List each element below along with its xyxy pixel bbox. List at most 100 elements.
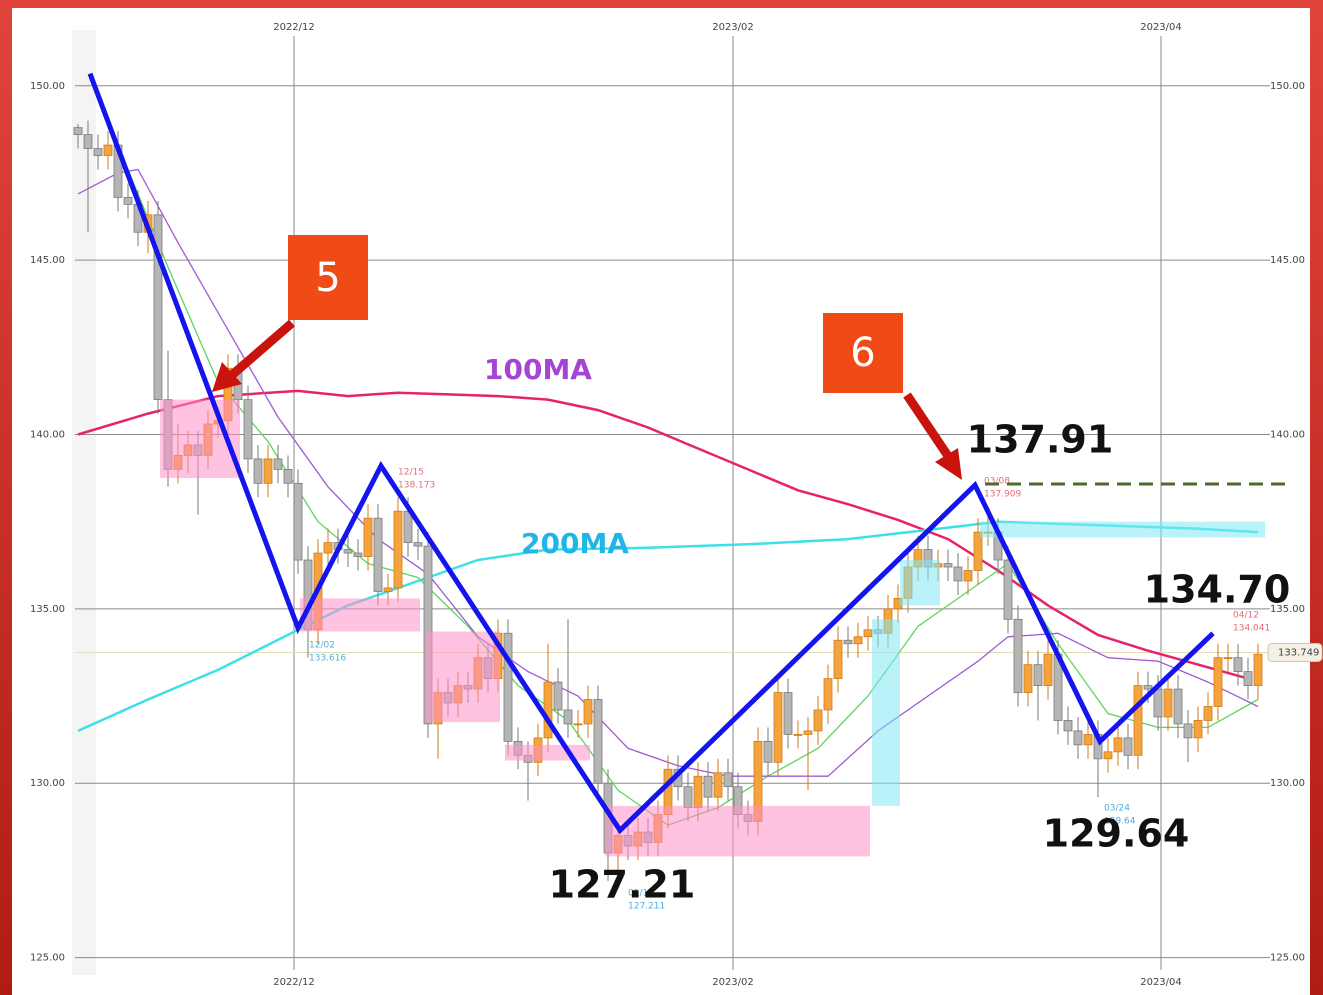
candle-body [503,632,513,742]
candle-body [1213,657,1223,707]
candle-body [1153,688,1163,718]
candle-body [783,692,793,735]
candle-body [713,772,723,798]
candle-body [803,730,813,735]
candle-body [1223,657,1233,660]
y-tick-label-right: 135.00 [1270,604,1305,615]
marker-date: 01/16 [628,889,654,899]
x-tick-label: 2022/12 [273,977,315,988]
callout-label: 5 [315,255,340,301]
candle-body [543,681,553,739]
zone [505,744,590,761]
arrow-head [935,448,962,480]
candle-body [693,775,703,809]
candle-body [343,549,353,554]
candle-body [583,699,593,725]
candle-body [413,542,423,547]
candle-body [383,587,393,592]
marker-price: 129.64 [1104,817,1136,827]
candle-body [843,639,853,645]
last-price-label: 133.749 [1278,647,1319,658]
y-tick-label: 140.00 [30,430,65,441]
x-tick-label-top: 2022/12 [273,22,315,33]
price-label: 129.64 [1043,812,1190,856]
candle-body [243,399,253,460]
x-tick-label-top: 2023/04 [1140,22,1182,33]
ma-label: 200MA [521,527,629,560]
candle-body [723,772,733,788]
candle-body [1103,751,1113,760]
candle-body [1043,653,1053,686]
marker-date: 04/12 [1233,611,1259,621]
arrow [212,319,295,392]
candle-body [793,733,803,736]
candle-body [93,148,103,156]
candle-body [1113,737,1123,753]
candle-body [943,563,953,568]
candle-body [1123,737,1133,756]
zone [300,598,420,632]
candle-body [153,214,163,401]
candle-body [1173,688,1183,725]
candle-body [1193,720,1203,739]
marker-price: 134.041 [1233,624,1270,634]
zone [872,619,900,806]
candle-body [1233,657,1243,673]
last-price-box [1267,642,1323,662]
band [72,30,96,975]
candle-body [863,629,873,638]
y-tick-label-right: 145.00 [1270,255,1305,266]
candle-body [353,552,363,557]
candle-body [273,458,283,470]
y-tick-label: 125.00 [30,953,65,964]
zigzag-line [87,72,1215,835]
zone [980,521,1265,538]
candle-body [563,709,573,725]
marker-price: 137.909 [984,490,1021,500]
price-label: 137.91 [967,418,1114,462]
candle-body [253,458,263,484]
candle-body [703,775,713,798]
candle-body [553,681,563,711]
candle-body [1013,618,1023,693]
ma-label: 100MA [484,353,592,386]
candle-body [103,144,113,156]
y-tick-label-right: 140.00 [1270,430,1305,441]
candle-body [853,636,863,645]
marker-date: 03/08 [984,477,1010,487]
candle-body [833,639,843,679]
candle-body [1073,730,1083,746]
candle-body [1133,685,1143,756]
candle-body [263,458,273,484]
y-tick-label: 145.00 [30,255,65,266]
candle-body [593,699,603,784]
marker-date: 12/15 [398,468,424,478]
candle-body [963,570,973,582]
candle-body [763,740,773,763]
y-tick-label: 130.00 [30,778,65,789]
candle-body [1143,685,1153,690]
ma-line [77,389,1249,680]
candle-body [323,542,333,554]
x-tick-label: 2023/04 [1140,977,1182,988]
zone [425,631,500,723]
candle-body [823,678,833,711]
candle-body [1033,664,1043,686]
candle-body [363,517,373,557]
candle-body [283,468,293,484]
candle-body [573,723,583,726]
marker-date: 03/24 [1104,804,1130,814]
candle-body [73,127,83,136]
candle-body [1203,706,1213,721]
y-tick-label: 150.00 [30,81,65,92]
arrow [903,392,962,480]
y-tick-label-right: 125.00 [1270,953,1305,964]
candle-body [1163,688,1173,718]
marker-price: 133.616 [309,654,346,664]
candle-body [293,482,303,561]
y-tick-label: 135.00 [30,604,65,615]
marker-price: 127.211 [628,902,665,912]
candle-body [1183,723,1193,739]
candle-body [683,786,693,809]
